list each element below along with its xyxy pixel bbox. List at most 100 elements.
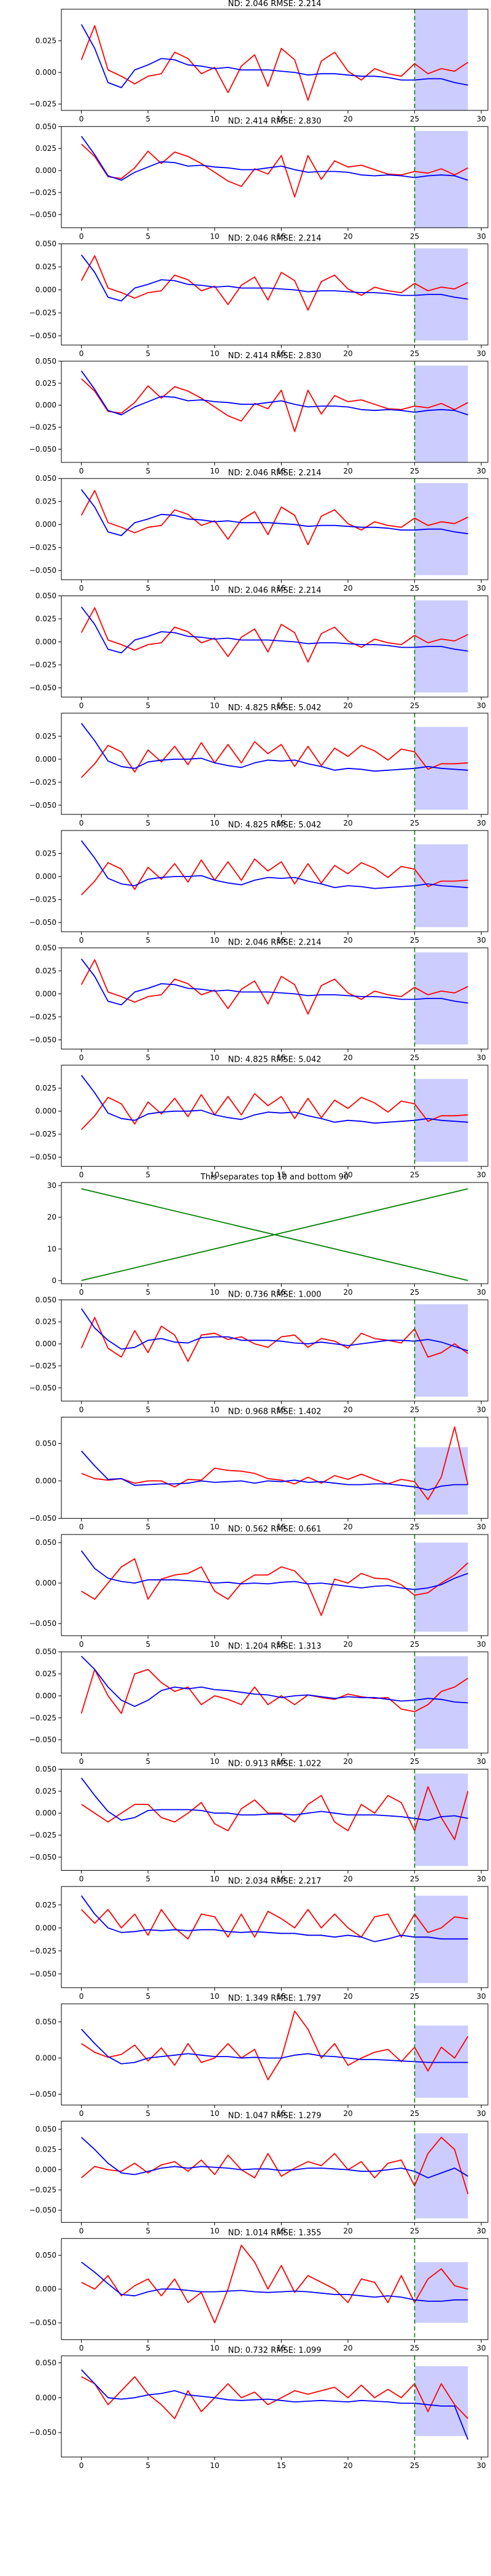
x-tick-label: 20 (343, 936, 352, 945)
x-tick-label: 0 (79, 819, 84, 827)
forecast-series-line (80, 2028, 468, 2064)
x-tick-label: 5 (145, 702, 150, 710)
y-tick-label: 0.050 (36, 2358, 56, 2367)
x-tick-label: 25 (410, 1992, 419, 2001)
x-tick-label: 15 (277, 1053, 286, 1062)
axes-frame (61, 243, 489, 346)
chart-panel: ND: 4.825 RMSE: 5.042 0 5 10 15 20 25 30 −0.050 −… (29, 703, 489, 827)
x-tick-label: 25 (410, 2461, 419, 2470)
y-tick-label: 0.000 (36, 1692, 56, 1700)
forecast-series-line (80, 1451, 468, 1491)
x-tick-label: 10 (210, 2226, 219, 2235)
y-tick-label: −0.025 (29, 1947, 56, 1955)
x-tick-label: 5 (145, 1405, 150, 1414)
actual-series-line (80, 25, 468, 101)
y-tick-label: −0.025 (29, 100, 56, 109)
y-tick-label: 0.000 (36, 1809, 56, 1817)
x-tick-label: 20 (343, 702, 352, 710)
x-tick-label: 25 (410, 1171, 419, 1179)
x-tick-label: 10 (210, 1757, 219, 1766)
x-tick-label: 15 (277, 1171, 286, 1179)
x-tick-label: 30 (477, 2461, 486, 2470)
x-tick-label: 10 (210, 467, 219, 475)
chart-panel: ND: 1.204 RMSE: 1.313 0 5 10 15 20 25 30 −0.050 −… (29, 1642, 489, 1766)
chart-panel: ND: 2.414 RMSE: 2.830 0 5 10 15 20 25 30 −0.050 −… (29, 351, 489, 475)
confidence-band (414, 131, 468, 228)
chart-panel: ND: 1.014 RMSE: 1.355 0 5 10 15 20 25 30 −0.050 0… (29, 2229, 489, 2353)
axes-frame (61, 1769, 489, 1871)
x-tick-label: 15 (277, 1875, 286, 1884)
y-tick-label: −0.050 (29, 1736, 56, 1744)
y-tick-label: 0.000 (36, 2285, 56, 2293)
x-tick-label: 5 (145, 2344, 150, 2353)
x-tick-label: 25 (410, 115, 419, 123)
x-tick-label: 30 (477, 2226, 486, 2235)
x-tick-label: 25 (410, 936, 419, 945)
chart-panel: ND: 0.913 RMSE: 1.022 0 5 10 15 20 25 30 −0.050 −… (29, 1760, 489, 1884)
y-tick-label: −0.025 (29, 423, 56, 432)
confidence-band (414, 9, 468, 110)
axes-frame (61, 1417, 489, 1519)
x-tick-label: 30 (477, 2344, 486, 2353)
x-tick-label: 30 (477, 1171, 486, 1179)
x-tick-label: 10 (210, 1640, 219, 1649)
y-tick-label: 0.000 (36, 1579, 56, 1587)
forecast-series-line (80, 606, 468, 654)
chart-title: ND: 0.736 RMSE: 1.000 (228, 1290, 321, 1299)
x-tick-label: 0 (79, 467, 84, 475)
chart-panel: ND: 2.046 RMSE: 2.214 0 5 10 15 20 25 30 −0.050 −… (29, 938, 489, 1062)
actual-series-line (80, 858, 468, 895)
y-tick-label: 0.050 (36, 943, 56, 952)
x-tick-label: 20 (343, 350, 352, 358)
y-tick-label: −0.025 (29, 661, 56, 669)
x-tick-label: 0 (79, 2109, 84, 2118)
x-tick-label: 0 (79, 1171, 84, 1179)
y-tick-label: 0.050 (36, 1295, 56, 1304)
x-tick-label: 5 (145, 936, 150, 945)
x-tick-label: 15 (277, 2109, 286, 2118)
y-tick-label: 0.000 (36, 1107, 56, 1116)
x-tick-label: 15 (277, 936, 286, 945)
x-tick-label: 20 (343, 1053, 352, 1062)
x-tick-label: 20 (343, 1992, 352, 2001)
y-tick-label: −0.050 (29, 2090, 56, 2098)
x-tick-label: 20 (343, 1405, 352, 1414)
axes-frame (61, 9, 489, 111)
axes-frame (61, 2003, 489, 2106)
y-tick-label: 0.050 (36, 122, 56, 131)
x-tick-label: 30 (477, 467, 486, 475)
actual-series-line (80, 1909, 468, 1940)
y-tick-label: −0.050 (29, 210, 56, 219)
axes-frame (61, 713, 489, 815)
chart-panel: ND: 0.562 RMSE: 0.661 0 5 10 15 20 25 30 −0.050 0… (29, 1525, 489, 1649)
x-tick-label: 25 (410, 2109, 419, 2118)
x-tick-label: 15 (277, 702, 286, 710)
y-tick-label: 0.025 (36, 37, 56, 45)
x-tick-label: 5 (145, 1171, 150, 1179)
x-tick-label: 25 (410, 1757, 419, 1766)
y-tick-label: 0.050 (36, 1439, 56, 1447)
x-tick-label: 20 (343, 1640, 352, 1649)
y-tick-label: 10 (47, 1244, 56, 1253)
x-tick-label: 30 (477, 1405, 486, 1414)
y-tick-label: 0.050 (36, 1538, 56, 1547)
x-tick-label: 0 (79, 1053, 84, 1062)
x-tick-label: 10 (210, 232, 219, 240)
x-tick-label: 10 (210, 1875, 219, 1884)
y-tick-label: 0.000 (36, 401, 56, 410)
x-tick-label: 5 (145, 1640, 150, 1649)
forecast-series-line (80, 136, 468, 181)
x-tick-label: 10 (210, 2109, 219, 2118)
x-tick-label: 15 (277, 467, 286, 475)
x-tick-label: 5 (145, 1757, 150, 1766)
y-tick-label: −0.025 (29, 1130, 56, 1138)
forecast-series-line (80, 2369, 469, 2440)
axes-frame (61, 1651, 489, 1754)
actual-series-line (80, 378, 468, 432)
chart-title: ND: 2.046 RMSE: 2.214 (228, 0, 321, 9)
x-tick-label: 30 (477, 584, 486, 592)
x-tick-label: 5 (145, 2461, 150, 2470)
y-tick-label: 0.000 (36, 1340, 56, 1348)
x-tick-label: 0 (79, 2344, 84, 2353)
y-tick-label: −0.050 (29, 1514, 56, 1523)
